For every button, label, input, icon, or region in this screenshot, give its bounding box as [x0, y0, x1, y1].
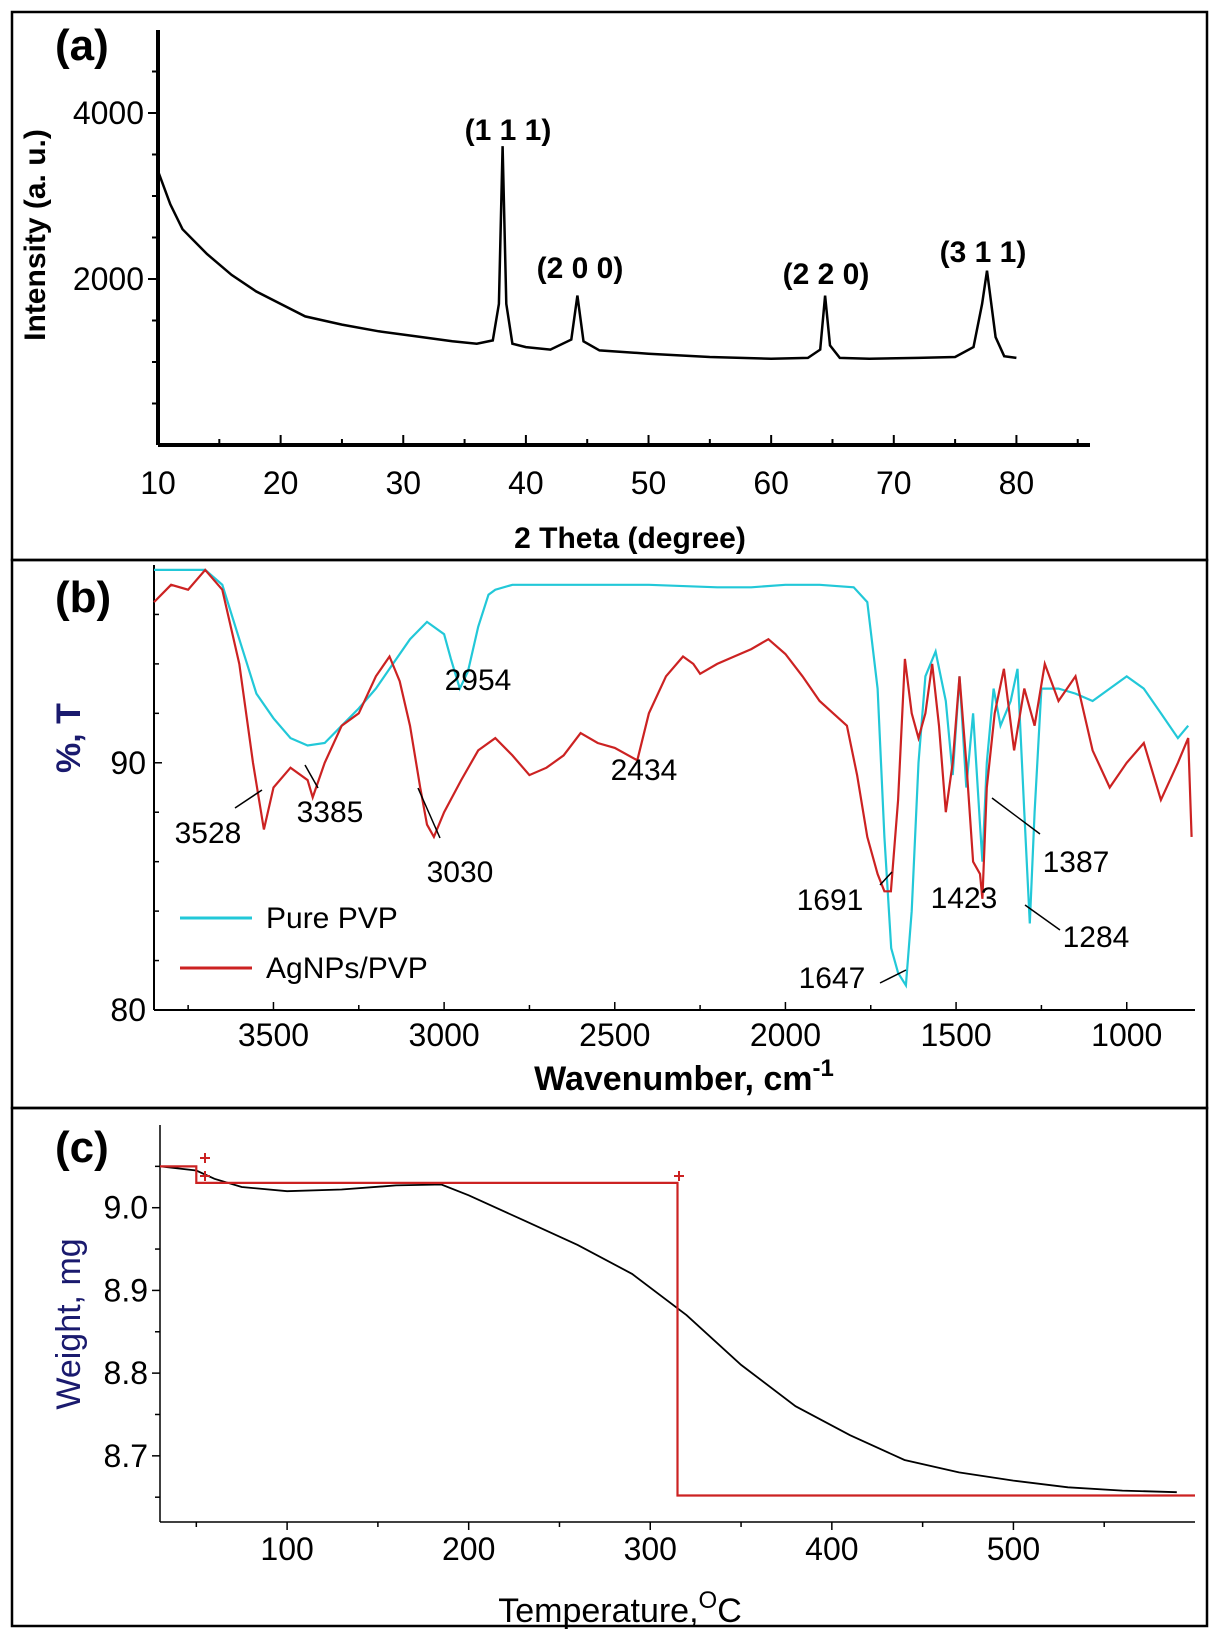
peak-label-3528: 3528: [175, 817, 242, 850]
ftir-chart: (b) 3500 3000 2500 2000 1500 1000 80 90 %, T W…: [50, 565, 1195, 1098]
tga-x-axis-title: Temperature,OC: [498, 1587, 742, 1630]
tga-weight-curve: [159, 1165, 1177, 1494]
peak-label-3030: 3030: [427, 856, 494, 889]
panel-b-label: (b): [55, 573, 111, 622]
xrd-pattern-line: [156, 146, 1017, 360]
pure-pvp-spectrum: [154, 568, 1190, 989]
tga-y-tick-label: 8.9: [104, 1272, 148, 1308]
ftir-y-tick-label: 90: [110, 745, 146, 781]
xrd-annotation-311: (3 1 1): [940, 236, 1027, 269]
xrd-y-tick-label: 2000: [73, 261, 144, 297]
peak-label-2954: 2954: [445, 664, 512, 697]
tga-cross-markers: [200, 1153, 684, 1181]
xrd-x-tick-label: 40: [508, 465, 544, 501]
ftir-y-axis-title: %, T: [50, 703, 88, 773]
xrd-x-axis-title: 2 Theta (degree): [514, 522, 746, 555]
ftir-x-tick-label: 1000: [1091, 1017, 1162, 1053]
panel-c-frame: [10, 1106, 1209, 1628]
ftir-x-tick-label: 3000: [409, 1017, 480, 1053]
tga-chart: (c) 100 200 300 400 500 8.7 8.8 8.9 9.0 Weight,…: [50, 1123, 1195, 1630]
peak-label-1691: 1691: [797, 884, 864, 917]
peak-label-2434: 2434: [611, 754, 678, 787]
legend-label-pure-pvp: Pure PVP: [266, 902, 398, 935]
ftir-x-tick-label: 2000: [750, 1017, 821, 1053]
xrd-annotation-200: (2 0 0): [537, 252, 624, 285]
tga-y-tick-label: 8.8: [104, 1355, 148, 1391]
peak-label-1423: 1423: [931, 882, 998, 915]
tga-step-marker: [160, 1165, 1195, 1497]
peak-label-1387: 1387: [1043, 846, 1110, 879]
xrd-annotation-111: (1 1 1): [465, 114, 552, 147]
legend-label-agnps-pvp: AgNPs/PVP: [266, 952, 428, 985]
xrd-x-tick-label: 60: [753, 465, 789, 501]
ftir-peak-labels: 3528 3385 3030 2954 2434 1691 1647 1423 …: [175, 664, 1130, 995]
tga-y-tick-label: 9.0: [104, 1190, 148, 1226]
ftir-legend: Pure PVP AgNPs/PVP: [180, 902, 428, 985]
ftir-x-tick-label: 3500: [238, 1017, 309, 1053]
xrd-x-tick-label: 70: [876, 465, 912, 501]
xrd-x-tick-label: 20: [263, 465, 299, 501]
xrd-y-tick-label: 4000: [73, 95, 144, 131]
panel-a-label: (a): [55, 21, 109, 70]
tga-y-tick-label: 8.7: [104, 1438, 148, 1474]
xrd-x-tick-label: 50: [631, 465, 667, 501]
peak-label-3385: 3385: [297, 796, 364, 829]
tga-x-tick-label: 100: [260, 1531, 313, 1567]
xrd-x-tick-label: 80: [999, 465, 1035, 501]
tga-x-tick-label: 400: [805, 1531, 858, 1567]
tga-x-tick-label: 500: [987, 1531, 1040, 1567]
ftir-x-tick-label: 2500: [579, 1017, 650, 1053]
ftir-x-tick-label: 1500: [920, 1017, 991, 1053]
tga-x-tick-label: 300: [624, 1531, 677, 1567]
xrd-annotation-220: (2 2 0): [783, 258, 870, 291]
xrd-chart: (a) 10 20 30 40 50 60 70 80 2000 4000 2 Theta (d…: [19, 21, 1090, 555]
xrd-x-tick-label: 30: [385, 465, 421, 501]
xrd-x-tick-label: 10: [140, 465, 176, 501]
tga-x-tick-label: 200: [442, 1531, 495, 1567]
agnps-pvp-spectrum: [153, 568, 1193, 899]
peak-label-1284: 1284: [1063, 921, 1130, 954]
xrd-y-axis-title: Intensity (a. u.): [19, 129, 52, 341]
ftir-y-tick-label: 80: [110, 992, 146, 1028]
peak-label-1647: 1647: [799, 962, 866, 995]
panel-c-label: (c): [55, 1123, 109, 1172]
ftir-x-axis-title: Wavenumber, cm-1: [534, 1055, 834, 1098]
tga-y-axis-title: Weight, mg: [50, 1238, 88, 1409]
